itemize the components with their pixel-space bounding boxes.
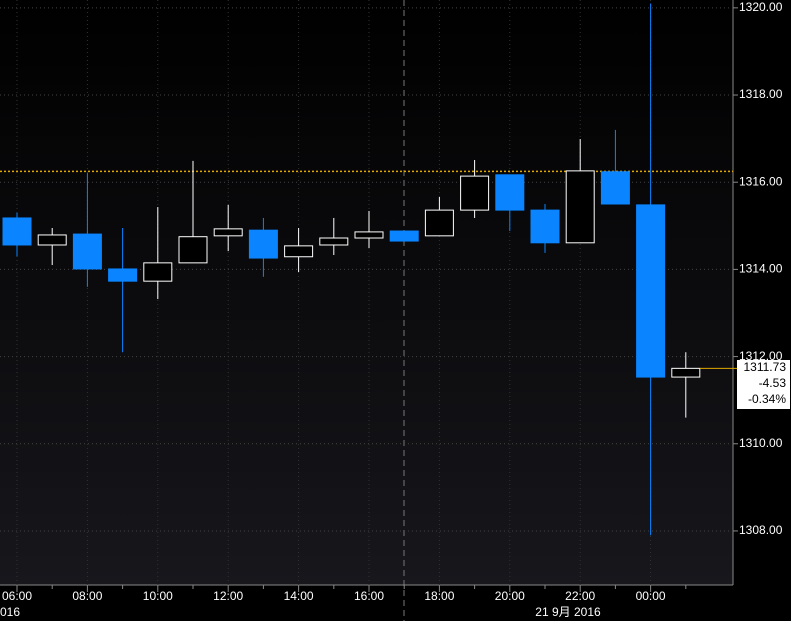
price-change-percent: -0.34% bbox=[748, 392, 786, 406]
last-price: 1311.73 bbox=[744, 360, 787, 374]
candle-body bbox=[636, 204, 666, 378]
candle-body bbox=[600, 171, 630, 205]
x-tick-label: 20:00 bbox=[495, 589, 525, 603]
candle-body bbox=[248, 229, 278, 259]
candle-body bbox=[108, 268, 138, 282]
candle-body bbox=[37, 234, 67, 246]
x-tick-label: 12:00 bbox=[213, 589, 243, 603]
candle-body bbox=[319, 237, 349, 246]
candle-body bbox=[354, 231, 384, 239]
y-tick-label: 1312.00 bbox=[739, 349, 783, 363]
candle-body bbox=[143, 262, 173, 282]
candle-body bbox=[213, 228, 243, 237]
y-tick-label: 1310.00 bbox=[739, 436, 783, 450]
x-tick-label: 00:00 bbox=[636, 589, 666, 603]
candle-body bbox=[530, 209, 560, 244]
date-label: 2016 bbox=[0, 605, 20, 619]
x-tick-label: 14:00 bbox=[284, 589, 314, 603]
candle-body bbox=[565, 170, 595, 244]
price-box-background bbox=[737, 360, 790, 409]
candle-body bbox=[424, 209, 454, 237]
candle-body bbox=[72, 233, 102, 270]
price-change: -4.53 bbox=[759, 376, 787, 390]
x-tick-label: 10:00 bbox=[143, 589, 173, 603]
y-tick-label: 1308.00 bbox=[739, 523, 783, 537]
candle-body bbox=[389, 230, 419, 242]
candle-body bbox=[284, 245, 314, 258]
price-box: 1311.73 -4.53 -0.34% bbox=[737, 360, 790, 409]
candle-body bbox=[495, 174, 525, 211]
x-tick-label: 16:00 bbox=[354, 589, 384, 603]
candle-body bbox=[460, 175, 490, 211]
x-tick-label: 18:00 bbox=[424, 589, 454, 603]
y-tick-label: 1314.00 bbox=[739, 262, 783, 276]
plot-background bbox=[0, 0, 733, 585]
candle-body bbox=[178, 236, 208, 264]
candle-body bbox=[2, 217, 32, 246]
y-tick-label: 1316.00 bbox=[739, 174, 783, 188]
candle-body bbox=[671, 367, 701, 378]
date-label: 21 9月 2016 bbox=[535, 605, 601, 619]
x-tick-label: 22:00 bbox=[565, 589, 595, 603]
plot-layer: 1308.00 1310.00 1312.00 1314.00 1316.00 1318.… bbox=[0, 0, 783, 603]
y-tick-label: 1318.00 bbox=[739, 87, 783, 101]
x-tick-label: 06:00 bbox=[2, 589, 32, 603]
y-tick-label: 1320.00 bbox=[739, 0, 783, 14]
x-tick-label: 08:00 bbox=[72, 589, 102, 603]
